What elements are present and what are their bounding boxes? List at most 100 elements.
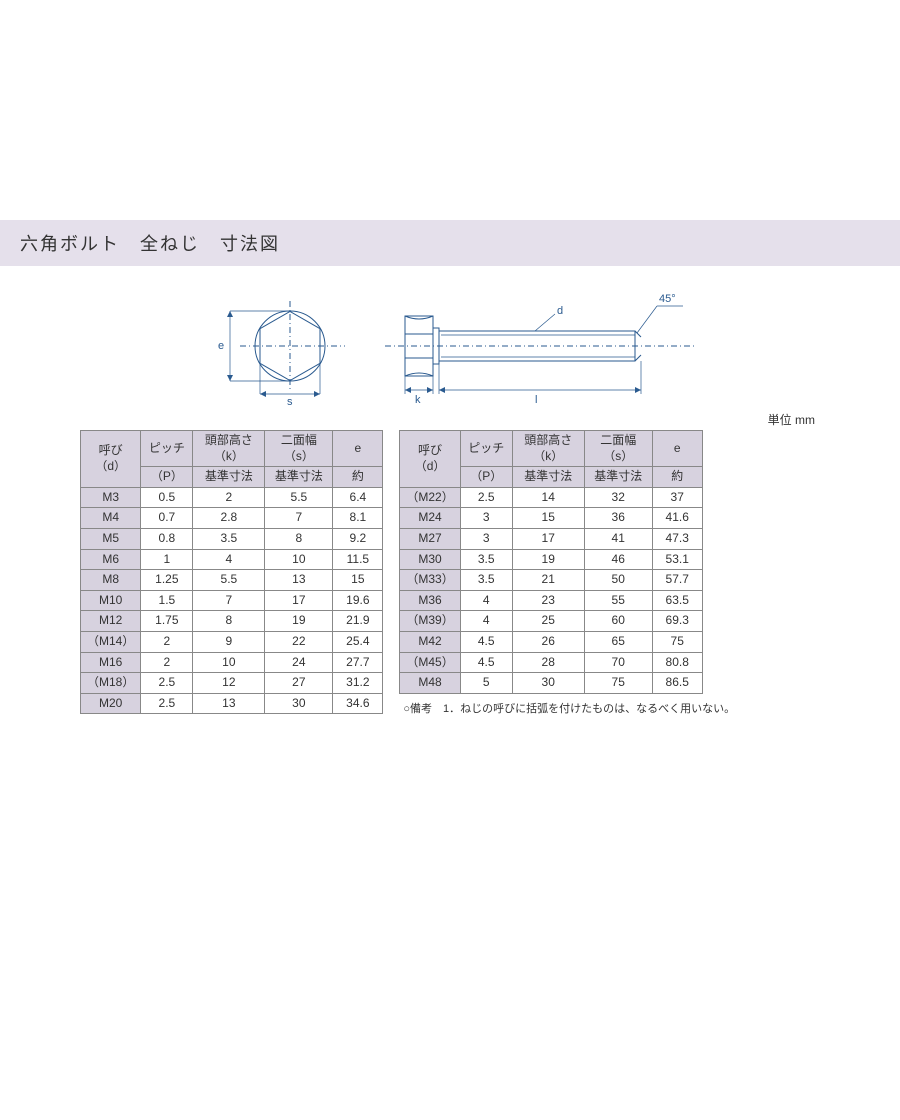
table-cell: 37 [652, 487, 702, 508]
table-row: M40.72.878.1 [81, 508, 383, 529]
table-row: M6141011.5 [81, 549, 383, 570]
diagram-area: e s d 45° [0, 266, 900, 411]
table-cell: 63.5 [652, 590, 702, 611]
th-s-bot: 基準寸法 [265, 467, 333, 488]
th-p-bot: （P） [141, 467, 193, 488]
table-cell: 5.5 [193, 570, 265, 591]
table-cell: 60 [584, 611, 652, 632]
table-cell: 9.2 [333, 528, 383, 549]
diagram-side: d 45° k l [385, 286, 705, 406]
table-cell: 2 [141, 652, 193, 673]
table-cell: （M22） [400, 487, 460, 508]
table-cell: 3.5 [193, 528, 265, 549]
table-row: M101.571719.6 [81, 590, 383, 611]
table-cell: 0.7 [141, 508, 193, 529]
table-cell: M3 [81, 487, 141, 508]
table-cell: 8 [193, 611, 265, 632]
table-cell: 10 [265, 549, 333, 570]
table-cell: 2.5 [141, 693, 193, 714]
page-title: 六角ボルト 全ねじ 寸法図 [20, 234, 280, 254]
table-cell: M36 [400, 590, 460, 611]
table-cell: 47.3 [652, 528, 702, 549]
th-d: 呼び（d） [400, 431, 460, 488]
table-cell: 8.1 [333, 508, 383, 529]
table-row: M202.5133034.6 [81, 693, 383, 714]
table-cell: 25.4 [333, 631, 383, 652]
table-cell: 65 [584, 631, 652, 652]
th-e-bot: 約 [652, 467, 702, 488]
table-cell: 2 [141, 631, 193, 652]
th-s-bot: 基準寸法 [584, 467, 652, 488]
table-cell: （M39） [400, 611, 460, 632]
table-cell: M5 [81, 528, 141, 549]
table-row: M81.255.51315 [81, 570, 383, 591]
th-e-top: e [652, 431, 702, 467]
th-e-bot: 約 [333, 467, 383, 488]
table-cell: 5 [460, 673, 512, 694]
table-cell: 22 [265, 631, 333, 652]
table-row: M162102427.7 [81, 652, 383, 673]
th-s-top: 二面幅（s） [584, 431, 652, 467]
table-cell: 57.7 [652, 570, 702, 591]
th-p-top: ピッチ [141, 431, 193, 467]
table-cell: 30 [265, 693, 333, 714]
table-cell: 17 [512, 528, 584, 549]
table-cell: 6.4 [333, 487, 383, 508]
table-cell: 19 [512, 549, 584, 570]
table-row: （M39）4256069.3 [400, 611, 702, 632]
table-cell: 3.5 [460, 549, 512, 570]
table-cell: 4 [460, 611, 512, 632]
table-cell: 50 [584, 570, 652, 591]
table-cell: 0.8 [141, 528, 193, 549]
table-cell: 8 [265, 528, 333, 549]
table-row: M273174147.3 [400, 528, 702, 549]
table-cell: 4.5 [460, 631, 512, 652]
table-cell: 4 [193, 549, 265, 570]
table-cell: 5.5 [265, 487, 333, 508]
table-row: （M14）292225.4 [81, 631, 383, 652]
table-cell: 27 [265, 673, 333, 694]
table-cell: 13 [193, 693, 265, 714]
table-cell: 7 [265, 508, 333, 529]
table-cell: 1 [141, 549, 193, 570]
table-cell: 70 [584, 652, 652, 673]
table-cell: M48 [400, 673, 460, 694]
table-cell: 21 [512, 570, 584, 591]
table-cell: M12 [81, 611, 141, 632]
table-cell: （M45） [400, 652, 460, 673]
table-cell: 19.6 [333, 590, 383, 611]
table-cell: 0.5 [141, 487, 193, 508]
table-cell: 86.5 [652, 673, 702, 694]
table-cell: 1.25 [141, 570, 193, 591]
table-cell: 2.5 [460, 487, 512, 508]
table-cell: 3.5 [460, 570, 512, 591]
th-p-top: ピッチ [460, 431, 512, 467]
table-row: M30.525.56.4 [81, 487, 383, 508]
th-d: 呼び（d） [81, 431, 141, 488]
tables-wrap: 呼び（d） ピッチ 頭部高さ（k） 二面幅（s） e （P） 基準寸法 基準寸法… [0, 430, 900, 716]
table-cell: 24 [265, 652, 333, 673]
table-cell: M42 [400, 631, 460, 652]
label-angle: 45° [659, 293, 676, 305]
table-cell: 14 [512, 487, 584, 508]
th-k-bot: 基準寸法 [193, 467, 265, 488]
table-cell: 80.8 [652, 652, 702, 673]
th-k-bot: 基準寸法 [512, 467, 584, 488]
table-cell: 23 [512, 590, 584, 611]
table-cell: 1.5 [141, 590, 193, 611]
table-cell: 19 [265, 611, 333, 632]
table-row: （M18）2.5122731.2 [81, 673, 383, 694]
table-cell: （M14） [81, 631, 141, 652]
table-cell: 2.8 [193, 508, 265, 529]
table-cell: 9 [193, 631, 265, 652]
label-l: l [535, 394, 537, 406]
th-k-top: 頭部高さ（k） [512, 431, 584, 467]
table-cell: M10 [81, 590, 141, 611]
table-row: M243153641.6 [400, 508, 702, 529]
table-cell: 17 [265, 590, 333, 611]
table-cell: 12 [193, 673, 265, 694]
table-cell: 25 [512, 611, 584, 632]
table-cell: 21.9 [333, 611, 383, 632]
table-row: （M33）3.5215057.7 [400, 570, 702, 591]
th-k-top: 頭部高さ（k） [193, 431, 265, 467]
